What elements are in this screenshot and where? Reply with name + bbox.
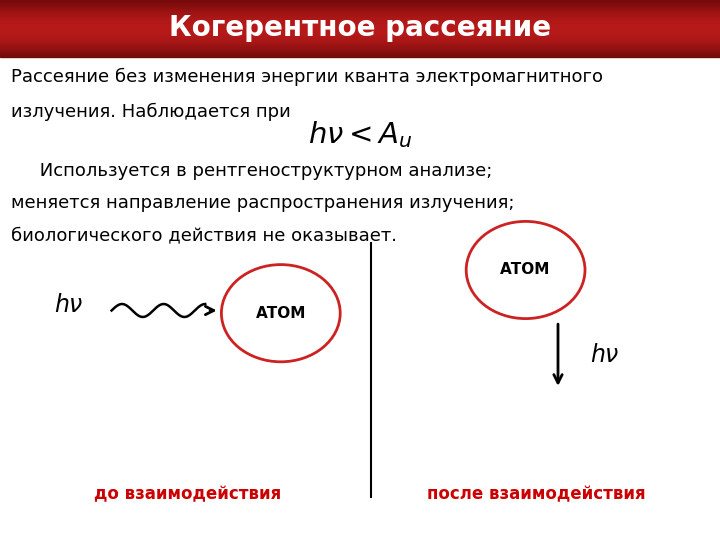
Text: АТОМ: АТОМ — [500, 262, 551, 278]
Text: до взаимодействия: до взаимодействия — [94, 485, 281, 503]
Bar — [0, 55, 720, 57]
Bar — [0, 44, 720, 45]
Bar — [0, 3, 720, 4]
Bar — [0, 15, 720, 17]
Bar — [0, 37, 720, 38]
Bar — [0, 29, 720, 31]
Text: Когерентное рассеяние: Когерентное рассеяние — [169, 15, 551, 42]
Bar — [0, 2, 720, 3]
Bar — [0, 0, 720, 1]
Ellipse shape — [222, 265, 341, 362]
Bar — [0, 22, 720, 24]
Bar — [0, 26, 720, 28]
Bar — [0, 10, 720, 11]
Bar — [0, 30, 720, 32]
Bar — [0, 49, 720, 51]
Bar — [0, 52, 720, 53]
Bar — [0, 1, 720, 2]
Bar — [0, 19, 720, 21]
Bar — [0, 18, 720, 19]
Bar — [0, 14, 720, 16]
Text: после взаимодействия: после взаимодействия — [427, 485, 646, 503]
Bar — [0, 33, 720, 35]
Text: Используется в рентгеноструктурном анализе;: Используется в рентгеноструктурном анали… — [11, 162, 492, 180]
Text: Рассеяние без изменения энергии кванта электромагнитного: Рассеяние без изменения энергии кванта э… — [11, 68, 603, 86]
Bar — [0, 24, 720, 26]
Bar — [0, 45, 720, 46]
Text: $h\nu$: $h\nu$ — [53, 293, 84, 317]
Bar — [0, 21, 720, 23]
Ellipse shape — [467, 221, 585, 319]
Bar — [0, 54, 720, 56]
Bar — [0, 5, 720, 7]
Bar — [0, 48, 720, 50]
Bar — [0, 43, 720, 44]
Bar — [0, 32, 720, 34]
Bar — [0, 4, 720, 5]
Bar — [0, 25, 720, 27]
Bar — [0, 35, 720, 36]
Bar — [0, 42, 720, 43]
Text: биологического действия не оказывает.: биологического действия не оказывает. — [11, 227, 397, 245]
Text: АТОМ: АТОМ — [256, 306, 306, 321]
Text: $h\nu < A_u$: $h\nu < A_u$ — [307, 119, 413, 150]
Bar — [0, 28, 720, 30]
Text: $h\nu$: $h\nu$ — [590, 343, 620, 367]
Bar — [0, 53, 720, 55]
Bar — [0, 16, 720, 18]
Bar — [0, 31, 720, 33]
Bar — [0, 6, 720, 8]
Bar — [0, 13, 720, 15]
Bar — [0, 8, 720, 9]
Bar — [0, 20, 720, 22]
Bar — [0, 38, 720, 40]
Bar — [0, 40, 720, 42]
Bar — [0, 51, 720, 52]
Bar — [0, 47, 720, 49]
Bar — [0, 12, 720, 14]
Bar — [0, 36, 720, 37]
Text: излучения. Наблюдается при: излучения. Наблюдается при — [11, 103, 291, 121]
Bar — [0, 39, 720, 41]
Bar — [0, 23, 720, 25]
Text: меняется направление распространения излучения;: меняется направление распространения изл… — [11, 194, 514, 212]
Bar — [0, 9, 720, 10]
Bar — [0, 46, 720, 48]
Bar — [0, 11, 720, 12]
